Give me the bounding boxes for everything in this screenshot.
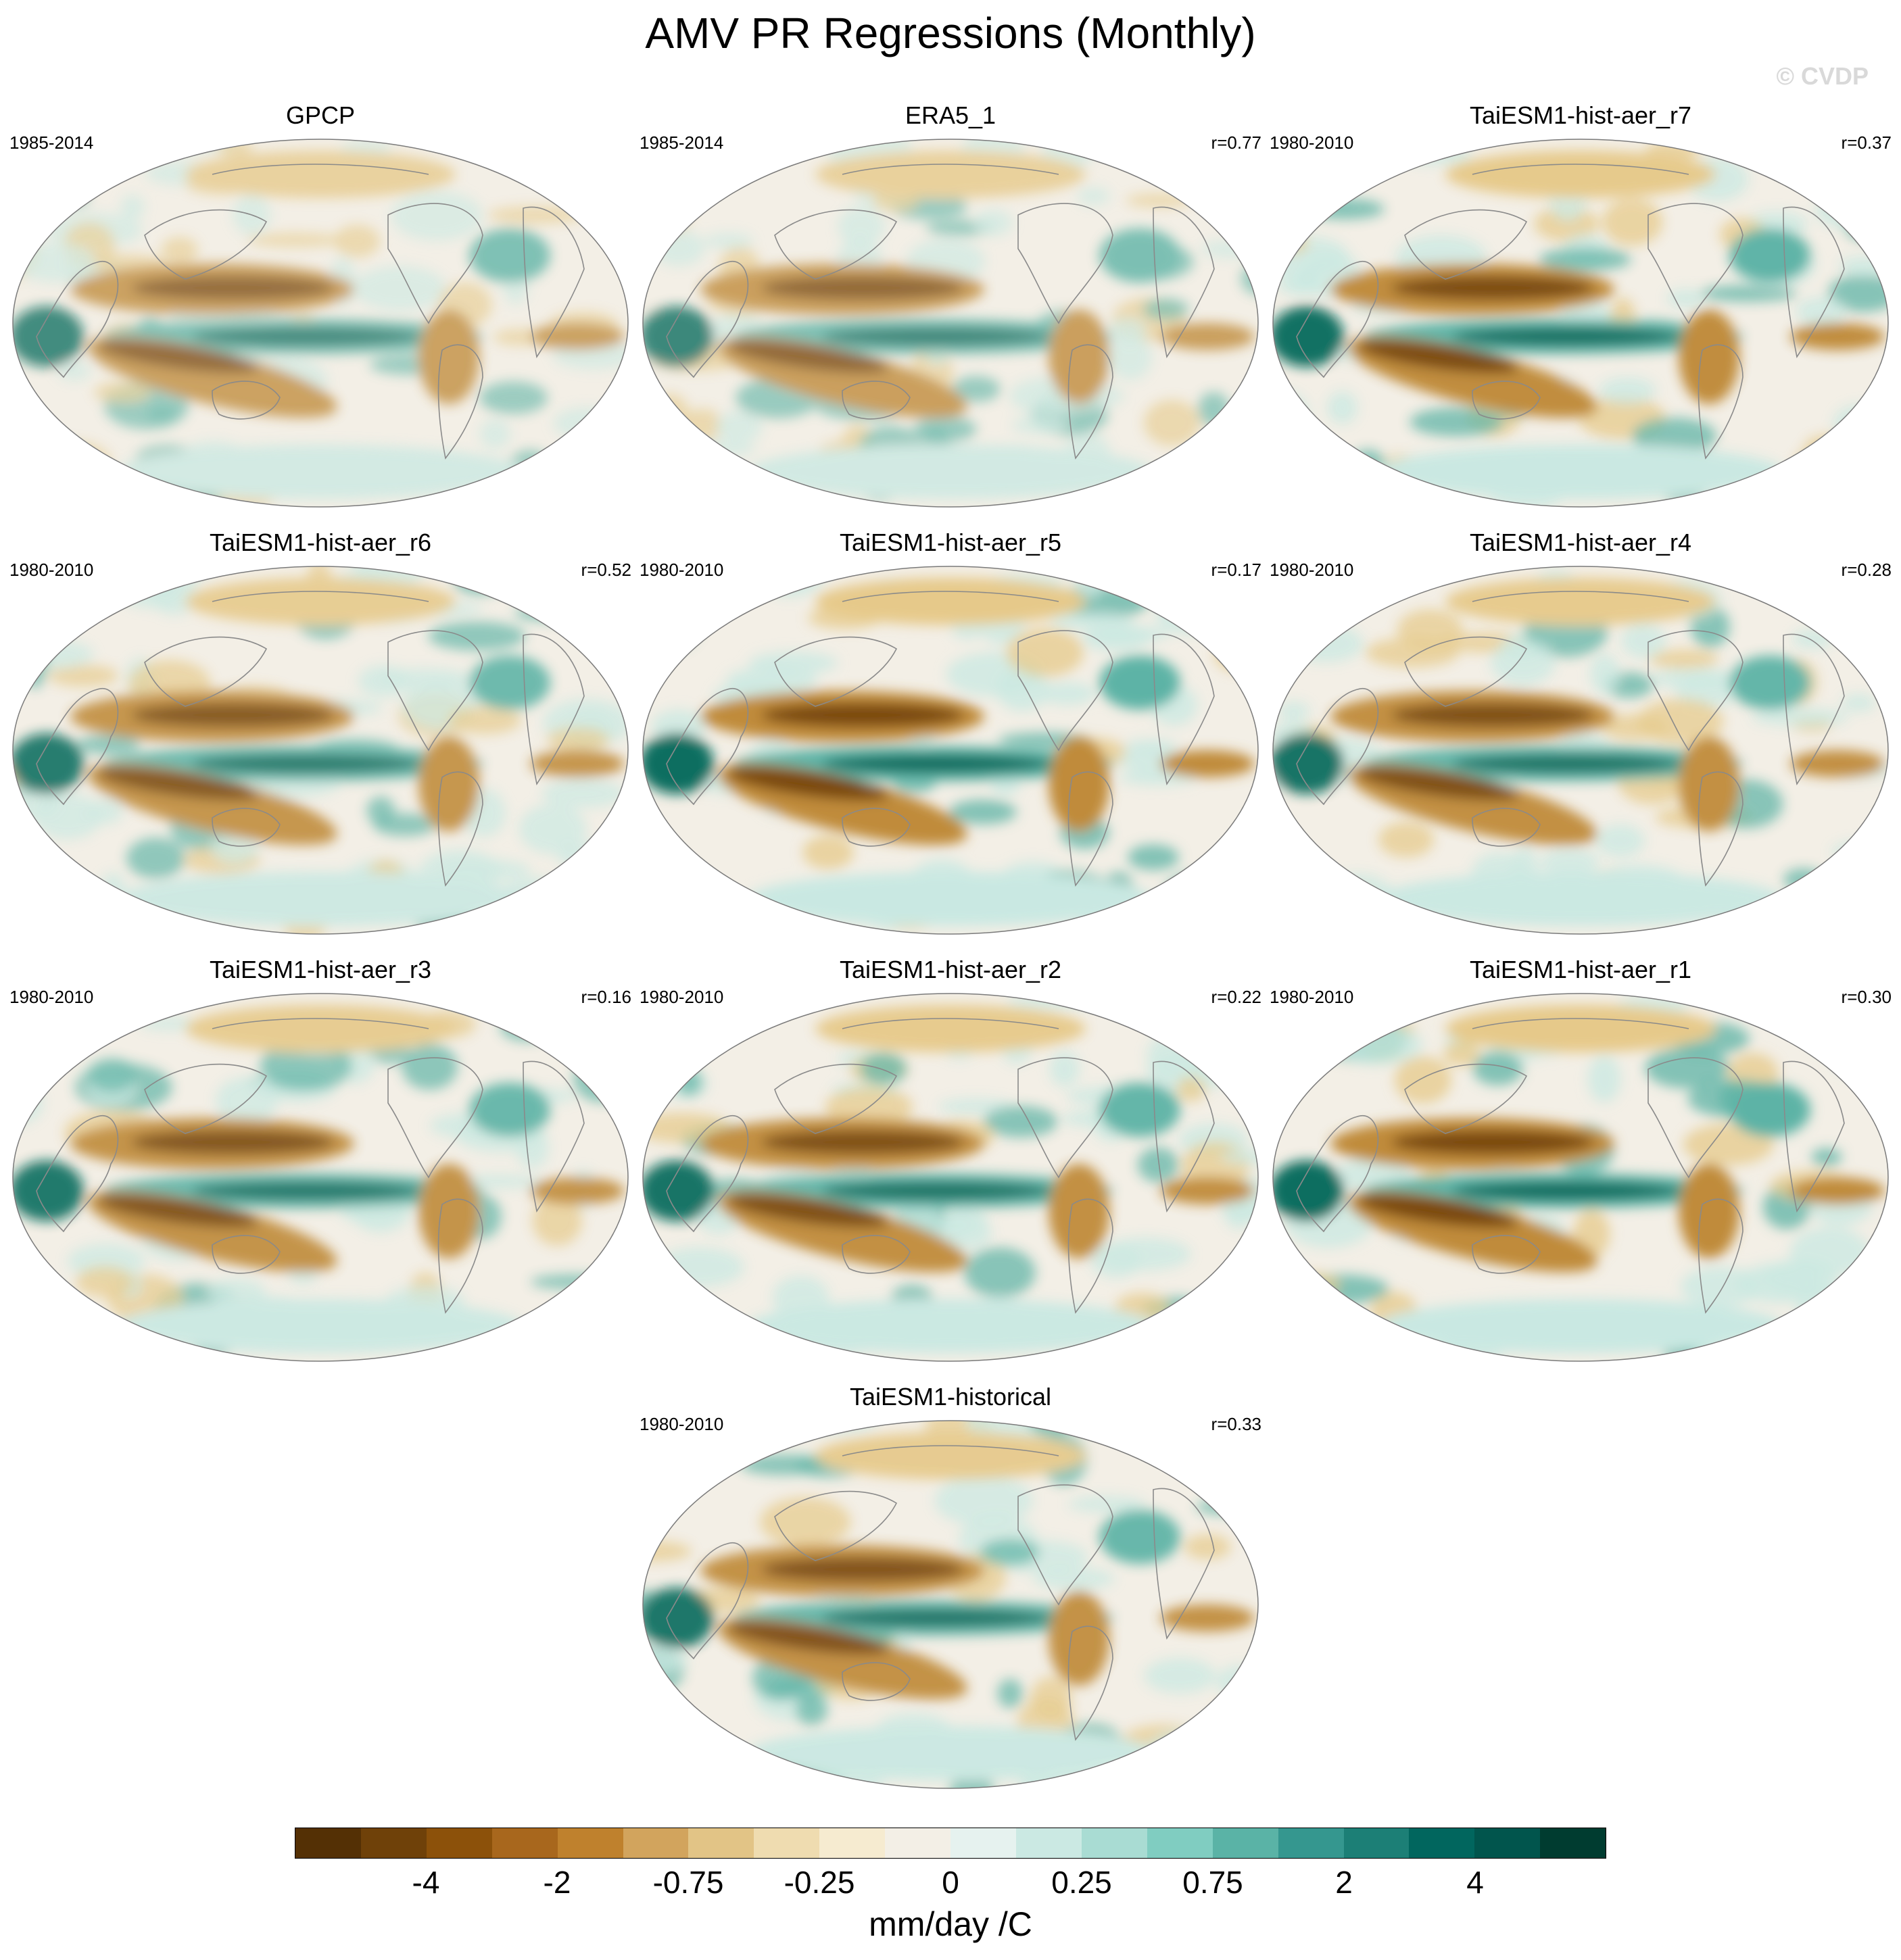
panel-title: TaiESM1-hist-aer_r2	[640, 956, 1261, 984]
precip-regression-map	[1270, 561, 1892, 939]
precip-regression-map	[640, 134, 1261, 512]
panel-title: TaiESM1-hist-aer_r4	[1270, 529, 1892, 557]
precip-regression-map	[9, 134, 631, 512]
panel-title: TaiESM1-historical	[640, 1383, 1261, 1411]
map-panel: TaiESM1-hist-aer_r1 1980-2010 r=0.30	[1270, 956, 1892, 1375]
panel-title: TaiESM1-hist-aer_r3	[9, 956, 631, 984]
colorbar-tick-label: -0.75	[653, 1864, 724, 1901]
precip-regression-map	[1270, 988, 1892, 1367]
colorbar-swatch	[885, 1828, 950, 1858]
colorbar-swatch	[1147, 1828, 1213, 1858]
colorbar-labels: -4 -2 -0.75 -0.25 0 0.25 0.75 2 4	[295, 1864, 1606, 1905]
colorbar	[295, 1828, 1606, 1859]
map-panel: TaiESM1-historical 1980-2010 r=0.33	[640, 1383, 1261, 1802]
colorbar-tick-label: 0.75	[1182, 1864, 1243, 1901]
map-panel: GPCP 1985-2014	[9, 101, 631, 520]
panel-title: TaiESM1-hist-aer_r5	[640, 529, 1261, 557]
map-panel: TaiESM1-hist-aer_r5 1980-2010 r=0.17	[640, 529, 1261, 948]
colorbar-swatch	[1409, 1828, 1474, 1858]
colorbar-tick-label: 0	[942, 1864, 959, 1901]
colorbar-swatch	[492, 1828, 558, 1858]
precip-regression-map	[640, 988, 1261, 1367]
precip-regression-map	[1270, 134, 1892, 512]
precip-regression-map	[9, 988, 631, 1367]
colorbar-tick-label: -2	[544, 1864, 571, 1901]
colorbar-swatch	[819, 1828, 885, 1858]
colorbar-tick-label: 2	[1335, 1864, 1353, 1901]
map-panel: TaiESM1-hist-aer_r6 1980-2010 r=0.52	[9, 529, 631, 948]
colorbar-swatch	[361, 1828, 427, 1858]
colorbar-swatch	[950, 1828, 1016, 1858]
map-panel: TaiESM1-hist-aer_r4 1980-2010 r=0.28	[1270, 529, 1892, 948]
cvdp-watermark: © CVDP	[1776, 62, 1869, 91]
colorbar-swatch	[1344, 1828, 1410, 1858]
precip-regression-map	[9, 561, 631, 939]
colorbar-swatch	[1278, 1828, 1344, 1858]
colorbar-tick-label: -4	[412, 1864, 440, 1901]
panel-title: ERA5_1	[640, 101, 1261, 130]
panel-title: GPCP	[9, 101, 631, 130]
panel-title: TaiESM1-hist-aer_r7	[1270, 101, 1892, 130]
colorbar-swatch	[1016, 1828, 1082, 1858]
map-panel: TaiESM1-hist-aer_r7 1980-2010 r=0.37	[1270, 101, 1892, 520]
panel-title: TaiESM1-hist-aer_r1	[1270, 956, 1892, 984]
map-panel: TaiESM1-hist-aer_r2 1980-2010 r=0.22	[640, 956, 1261, 1375]
colorbar-swatch	[1540, 1828, 1606, 1858]
map-panel: ERA5_1 1985-2014 r=0.77	[640, 101, 1261, 520]
colorbar-swatch	[558, 1828, 623, 1858]
colorbar-swatch	[754, 1828, 819, 1858]
colorbar-swatch	[688, 1828, 754, 1858]
colorbar-tick-label: -0.25	[784, 1864, 855, 1901]
colorbar-tick-label: 0.25	[1051, 1864, 1112, 1901]
colorbar-tick-label: 4	[1466, 1864, 1484, 1901]
map-panel: TaiESM1-hist-aer_r3 1980-2010 r=0.16	[9, 956, 631, 1375]
panel-title: TaiESM1-hist-aer_r6	[9, 529, 631, 557]
precip-regression-map	[640, 561, 1261, 939]
figure-title: AMV PR Regressions (Monthly)	[0, 8, 1901, 58]
colorbar-swatch	[1213, 1828, 1278, 1858]
colorbar-swatch	[1082, 1828, 1147, 1858]
precip-regression-map	[640, 1415, 1261, 1794]
colorbar-swatch	[1474, 1828, 1540, 1858]
colorbar-units: mm/day /C	[0, 1905, 1901, 1944]
colorbar-swatch	[427, 1828, 492, 1858]
colorbar-swatch	[295, 1828, 361, 1858]
colorbar-swatch	[623, 1828, 689, 1858]
